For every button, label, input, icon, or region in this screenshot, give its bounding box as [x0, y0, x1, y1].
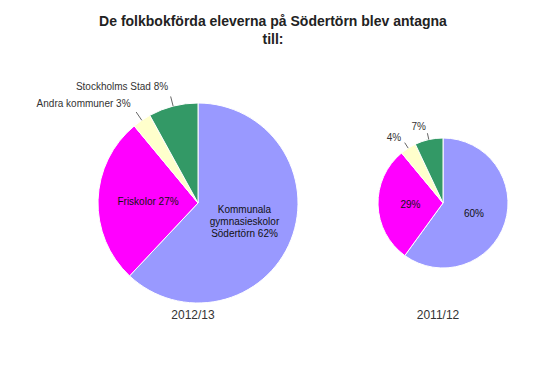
svg-text:Andra kommuner 3%: Andra kommuner 3%	[37, 98, 131, 109]
svg-text:Stockholms Stad 8%: Stockholms Stad 8%	[76, 81, 168, 92]
svg-text:7%: 7%	[412, 121, 427, 132]
svg-text:29%: 29%	[401, 199, 421, 210]
html-text:2011/12: 2011/12	[416, 308, 460, 322]
html-text:2012/13: 2012/13	[171, 308, 215, 322]
svg-text:60%: 60%	[464, 208, 484, 219]
svg-text:Friskolor 27%: Friskolor 27%	[117, 196, 178, 207]
svg-text:4%: 4%	[387, 132, 402, 143]
html-text:De folkbokförda eleverna på Sö: De folkbokförda eleverna på Södertörn bl…	[99, 13, 447, 47]
svg-text:KommunalagymnasieskolorSödertö: KommunalagymnasieskolorSödertörn 62%	[210, 204, 280, 239]
